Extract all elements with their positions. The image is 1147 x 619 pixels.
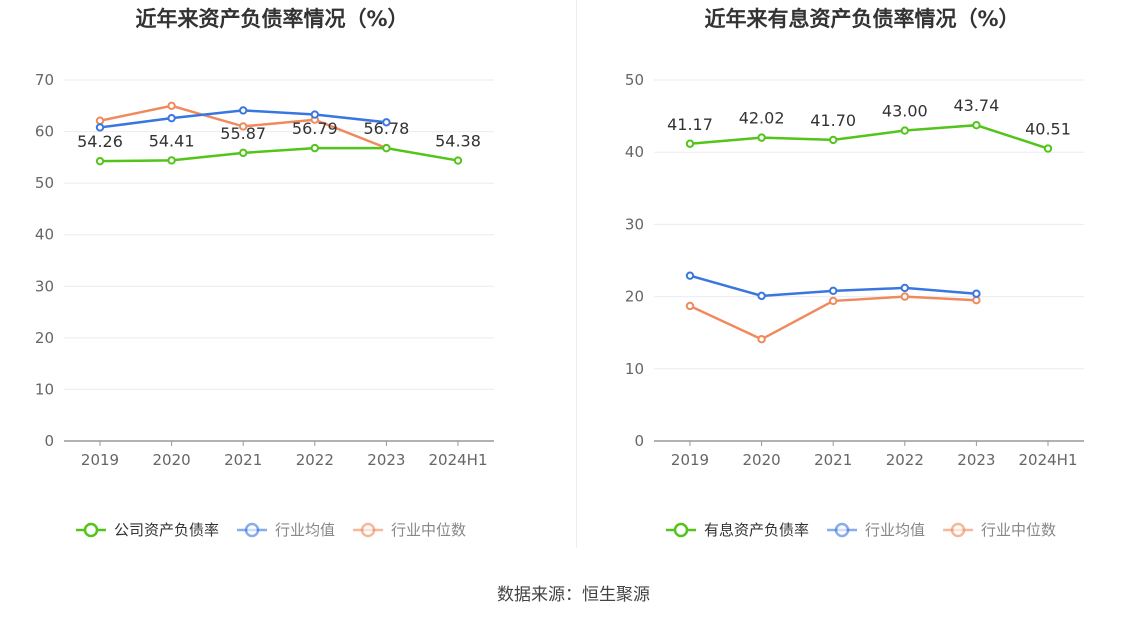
legend-item: 行业中位数 [943, 521, 1056, 539]
data-point [167, 156, 176, 165]
x-tick-label: 2020 [743, 451, 781, 469]
data-label: 43.74 [953, 96, 999, 115]
y-tick-label: 40 [625, 143, 644, 161]
data-point [382, 118, 391, 127]
chart-title: 近年来资产负债率情况（%） [135, 7, 408, 31]
legend-label: 行业中位数 [391, 521, 466, 539]
data-point [972, 296, 981, 305]
data-point [239, 122, 248, 131]
data-point [972, 289, 981, 298]
y-tick-label: 30 [35, 277, 54, 295]
x-tick-label: 2023 [367, 451, 405, 469]
data-point [757, 133, 766, 142]
data-point [1043, 144, 1053, 153]
data-point [900, 292, 909, 301]
data-label: 56.79 [292, 119, 338, 138]
data-source-label: 数据来源：恒生聚源 [497, 585, 650, 605]
data-label: 54.26 [77, 132, 123, 151]
chart-1: 近年来资产负债率情况（%） 0 10 20 30 40 50 60 70 2019 2020 2021… [35, 7, 494, 539]
data-point [167, 101, 176, 110]
legend-label: 公司资产负债率 [114, 521, 219, 539]
y-tick-label: 20 [625, 288, 644, 306]
legend-item: 有息资产负债率 [666, 521, 809, 539]
data-label: 55.87 [220, 124, 266, 143]
y-tick-label: 20 [35, 329, 54, 347]
x-tick-label: 2019 [671, 451, 709, 469]
y-tick-label: 10 [625, 360, 644, 378]
data-point [382, 143, 391, 153]
data-label: 56.78 [363, 119, 409, 138]
data-point [757, 291, 766, 301]
y-tick-label: 40 [35, 226, 54, 244]
data-point [310, 110, 319, 119]
data-point [239, 106, 248, 115]
data-point [167, 113, 176, 123]
legend-marker [360, 522, 376, 538]
data-label: 54.38 [435, 132, 481, 151]
legend-label: 行业均值 [275, 521, 335, 539]
data-point [239, 148, 248, 158]
data-point [310, 143, 319, 153]
legend-marker [950, 522, 966, 538]
x-tick-label: 2021 [224, 451, 262, 469]
legend-item: 公司资产负债率 [76, 521, 219, 539]
chart-2: 近年来有息资产负债率情况（%） 0 10 20 30 40 50 2019 2020 2021 20… [625, 7, 1084, 539]
data-label: 40.51 [1025, 120, 1071, 139]
data-point [685, 271, 695, 280]
data-point [757, 334, 766, 344]
x-tick-label: 2019 [81, 451, 119, 469]
legend-item: 行业均值 [237, 521, 335, 539]
data-point [95, 123, 105, 132]
y-tick-label: 30 [625, 215, 644, 233]
data-label: 42.02 [739, 109, 785, 128]
x-tick-label: 2022 [886, 451, 924, 469]
x-tick-label: 2020 [153, 451, 191, 469]
x-tick-label: 2022 [296, 451, 334, 469]
chart-divider [576, 0, 577, 548]
y-tick-label: 0 [44, 432, 54, 450]
y-tick-label: 50 [35, 174, 54, 192]
data-label: 54.41 [149, 131, 195, 150]
y-tick-label: 50 [625, 71, 644, 89]
legend-item: 行业中位数 [353, 521, 466, 539]
series-line-1 [99, 146, 459, 163]
data-point [900, 283, 909, 293]
x-tick-label: 2024H1 [1019, 451, 1078, 469]
data-point [972, 120, 981, 130]
x-tick-label: 2021 [814, 451, 852, 469]
legend-marker [244, 522, 260, 538]
y-tick-label: 0 [634, 432, 644, 450]
data-point [685, 301, 695, 311]
data-point [829, 296, 838, 306]
series-line-1 [689, 123, 1049, 150]
data-point [900, 126, 909, 135]
legend-label: 行业均值 [865, 521, 925, 539]
data-point [829, 135, 838, 145]
legend-label: 行业中位数 [981, 521, 1056, 539]
data-label: 43.00 [882, 102, 928, 121]
charts-canvas: 近年来资产负债率情况（%） 0 10 20 30 40 50 60 70 2019 2020 2021… [35, 7, 1084, 539]
data-label: 41.17 [667, 115, 713, 134]
legend-marker [83, 522, 99, 538]
chart-title: 近年来有息资产负债率情况（%） [704, 7, 1019, 31]
x-tick-label: 2024H1 [429, 451, 488, 469]
legend-label: 有息资产负债率 [704, 521, 809, 539]
y-tick-label: 70 [35, 71, 54, 89]
data-point [829, 286, 838, 296]
data-point [685, 139, 695, 148]
legend-marker [834, 522, 850, 538]
legend-item: 行业均值 [827, 521, 925, 539]
data-point [95, 116, 105, 125]
legend-marker [673, 522, 689, 538]
y-tick-label: 60 [35, 123, 54, 141]
data-point [453, 156, 463, 165]
data-label: 41.70 [810, 111, 856, 130]
y-tick-label: 10 [35, 380, 54, 398]
data-point [95, 156, 105, 166]
x-tick-label: 2023 [957, 451, 995, 469]
